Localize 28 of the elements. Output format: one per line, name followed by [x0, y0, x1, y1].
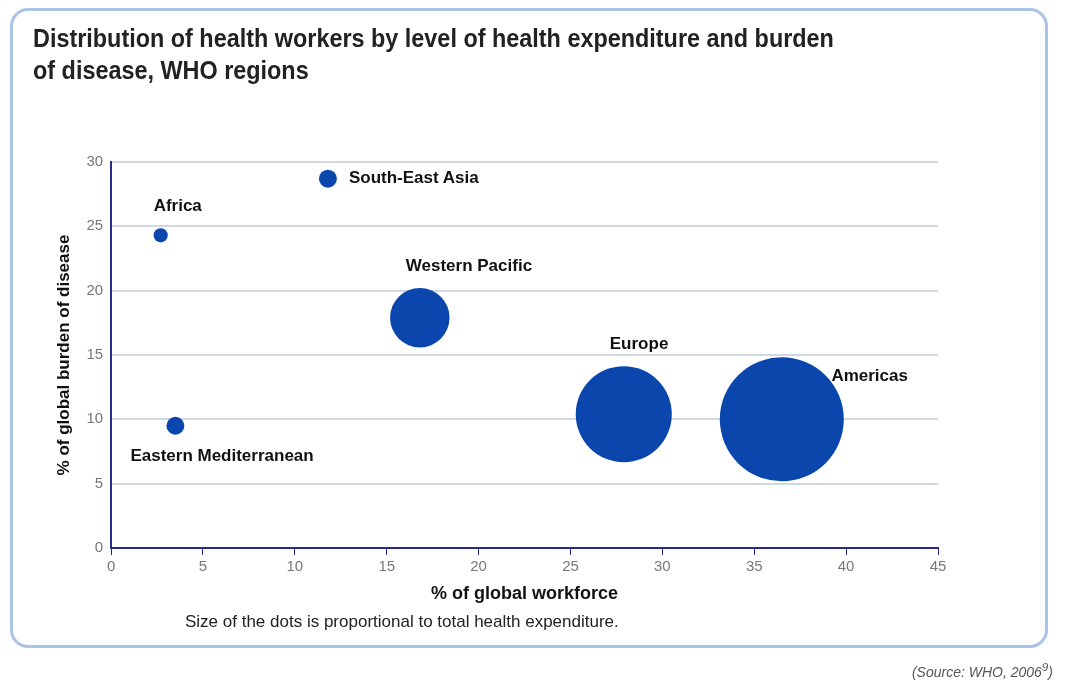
chart-title: Distribution of health workers by level of health expenditure and burden of disease, WHO regions [33, 22, 835, 86]
x-tick-label: 10 [286, 557, 304, 575]
text: (Source: WHO, 2006$^{9}$) [911, 660, 1053, 680]
x-tick-label: 5 [198, 557, 208, 575]
y-tick-label: 15 [86, 345, 104, 363]
x-tick-label: 15 [378, 557, 396, 575]
x-tick-label: 45 [929, 557, 947, 575]
series-label: Africa [153, 195, 203, 215]
series-label: Americas [831, 365, 908, 385]
x-tick-label: 40 [837, 557, 855, 575]
y-tick-label: 0 [94, 538, 104, 556]
x-tick-label: 20 [470, 557, 487, 575]
series-label: Western Pacific [405, 255, 533, 275]
text: Size of the dots is proportional to total health expenditure. [185, 612, 619, 632]
y-tick-label: 10 [86, 409, 104, 427]
text: Eastern Mediterranean [130, 446, 314, 466]
x-tick-label: 25 [562, 557, 579, 575]
y-tick-label: 30 [86, 152, 104, 170]
x-axis-title: % of global workforce [431, 582, 619, 603]
series-label: Europe [609, 333, 669, 353]
y-tick-label: 20 [86, 280, 104, 298]
y-tick-label: 25 [86, 216, 104, 234]
y-tick-label: 5 [94, 473, 104, 491]
x-tick-label: 30 [654, 557, 671, 575]
x-tick-label: 35 [745, 557, 763, 575]
series-label: South-East Asia [348, 168, 480, 188]
x-tick-label: 0 [106, 557, 116, 575]
y-axis-title: % of global burden of disease [53, 234, 73, 476]
